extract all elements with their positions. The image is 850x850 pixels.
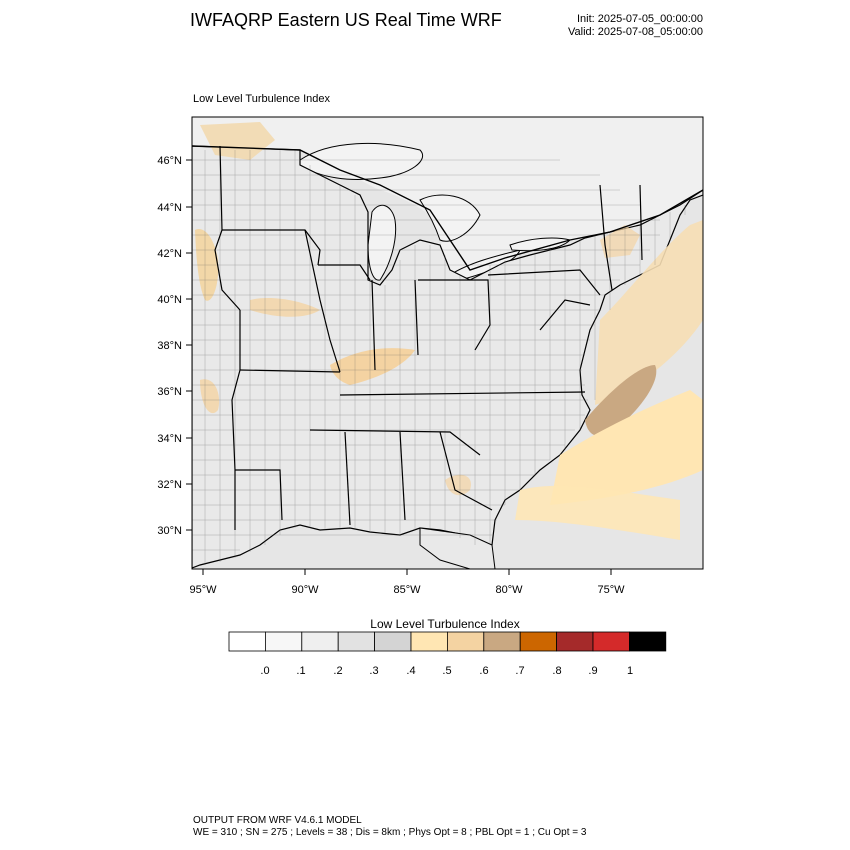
- lon-tick-label: 75°W: [597, 584, 625, 596]
- model-footer: OUTPUT FROM WRF V4.6.1 MODEL WE = 310 ; …: [193, 815, 586, 839]
- lat-tick-label: 40°N: [157, 294, 182, 306]
- field-label: Low Level Turbulence Index: [193, 93, 330, 105]
- county-lines: [192, 150, 686, 565]
- colorbar-label: .6: [479, 665, 488, 677]
- international-border: [192, 145, 703, 271]
- map-area: [192, 117, 703, 569]
- colorbar-label: .3: [369, 665, 378, 677]
- footer-line-1: OUTPUT FROM WRF V4.6.1 MODEL: [193, 815, 362, 826]
- lat-tick-label: 44°N: [157, 202, 182, 214]
- lon-tick-label: 80°W: [495, 584, 523, 596]
- lon-axis: 95°W 90°W 85°W 80°W 75°W: [189, 569, 625, 596]
- colorbar-swatch: [483, 631, 521, 652]
- lake-superior: [299, 142, 423, 180]
- colorbar-label: .5: [442, 665, 451, 677]
- lat-tick-label: 34°N: [157, 433, 182, 445]
- colorbar-title: Low Level Turbulence Index: [370, 617, 520, 631]
- turbulence-shading: [195, 122, 703, 540]
- colorbar-label: .2: [333, 665, 342, 677]
- lon-tick-label: 85°W: [393, 584, 421, 596]
- colorbar-swatch: [228, 631, 266, 652]
- colorbar: [228, 631, 667, 652]
- lat-tick-label: 36°N: [157, 386, 182, 398]
- lat-tick-label: 30°N: [157, 525, 182, 537]
- colorbar-label: .7: [515, 665, 524, 677]
- colorbar-labels: .0 .1 .2 .3 .4 .5 .6 .7 .8 .9 1: [260, 665, 633, 677]
- lat-tick-label: 46°N: [157, 155, 182, 167]
- colorbar-swatch: [556, 631, 594, 652]
- colorbar-swatch: [301, 631, 339, 652]
- colorbar-label: .9: [588, 665, 597, 677]
- init-time: Init: 2025-07-05_00:00:00: [577, 13, 703, 25]
- florida-land: [419, 527, 496, 569]
- colorbar-swatch: [629, 631, 667, 652]
- init-valid-times: Init: 2025-07-05_00:00:00 Valid: 2025-07…: [520, 13, 703, 39]
- colorbar-swatch: [337, 631, 376, 652]
- lat-tick-label: 38°N: [157, 340, 182, 352]
- colorbar-label: .4: [406, 665, 415, 677]
- colorbar-swatch: [446, 631, 485, 652]
- map-title: IWFAQRP Eastern US Real Time WRF: [190, 10, 502, 30]
- state-lines: [214, 145, 643, 530]
- colorbar-swatch: [374, 631, 412, 652]
- colorbar-label: 1: [627, 665, 633, 677]
- colorbar-swatch: [264, 631, 303, 652]
- lon-tick-label: 90°W: [291, 584, 319, 596]
- lat-tick-label: 32°N: [157, 479, 182, 491]
- lon-tick-label: 95°W: [189, 584, 217, 596]
- valid-time: Valid: 2025-07-08_05:00:00: [568, 26, 703, 38]
- colorbar-label: .1: [296, 665, 305, 677]
- colorbar-swatch: [410, 631, 448, 652]
- colorbar-swatch: [519, 631, 558, 652]
- footer-line-2: WE = 310 ; SN = 275 ; Levels = 38 ; Dis …: [193, 827, 587, 838]
- lat-axis: 46°N 44°N 42°N 40°N 38°N 36°N 34°N 32°N …: [157, 155, 192, 537]
- colorbar-label: .8: [552, 665, 561, 677]
- colorbar-label: .0: [260, 665, 269, 677]
- map-frame: [191, 116, 704, 570]
- lake-michigan: [367, 204, 397, 281]
- lat-tick-label: 42°N: [157, 248, 182, 260]
- colorbar-swatch: [592, 631, 630, 652]
